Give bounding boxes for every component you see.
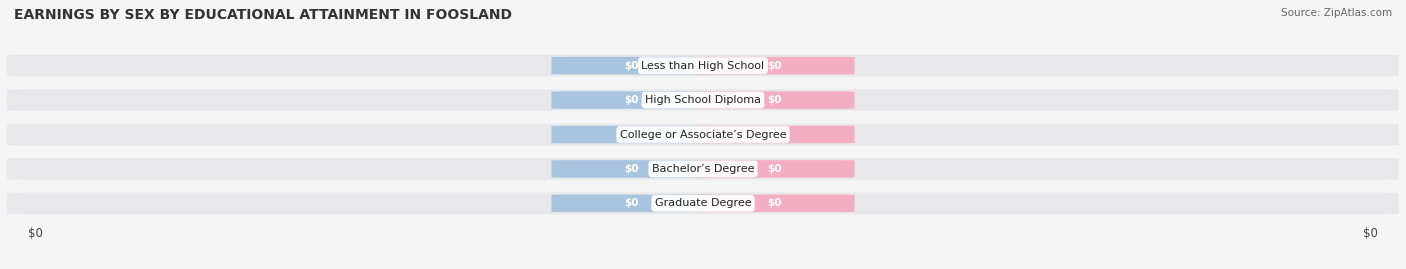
FancyBboxPatch shape [695,126,855,143]
FancyBboxPatch shape [551,57,711,75]
Text: $0: $0 [624,164,638,174]
FancyBboxPatch shape [551,126,711,143]
FancyBboxPatch shape [695,160,855,178]
Text: $0: $0 [624,198,638,208]
Text: $0: $0 [768,95,782,105]
Text: $0: $0 [768,129,782,140]
Text: $0: $0 [768,61,782,71]
Text: College or Associate’s Degree: College or Associate’s Degree [620,129,786,140]
Text: Bachelor’s Degree: Bachelor’s Degree [652,164,754,174]
FancyBboxPatch shape [7,89,1399,111]
FancyBboxPatch shape [7,158,1399,180]
Text: EARNINGS BY SEX BY EDUCATIONAL ATTAINMENT IN FOOSLAND: EARNINGS BY SEX BY EDUCATIONAL ATTAINMEN… [14,8,512,22]
Text: $0: $0 [624,61,638,71]
Text: $0: $0 [768,198,782,208]
FancyBboxPatch shape [695,194,855,212]
Text: $0: $0 [624,129,638,140]
Text: $0: $0 [768,164,782,174]
Text: $0: $0 [28,227,42,240]
Text: $0: $0 [624,95,638,105]
FancyBboxPatch shape [7,124,1399,145]
Text: Graduate Degree: Graduate Degree [655,198,751,208]
FancyBboxPatch shape [7,193,1399,214]
FancyBboxPatch shape [551,194,711,212]
FancyBboxPatch shape [551,160,711,178]
FancyBboxPatch shape [695,57,855,75]
Text: Source: ZipAtlas.com: Source: ZipAtlas.com [1281,8,1392,18]
FancyBboxPatch shape [695,91,855,109]
Text: Less than High School: Less than High School [641,61,765,71]
FancyBboxPatch shape [7,55,1399,76]
FancyBboxPatch shape [551,91,711,109]
Text: High School Diploma: High School Diploma [645,95,761,105]
Text: $0: $0 [1364,227,1378,240]
